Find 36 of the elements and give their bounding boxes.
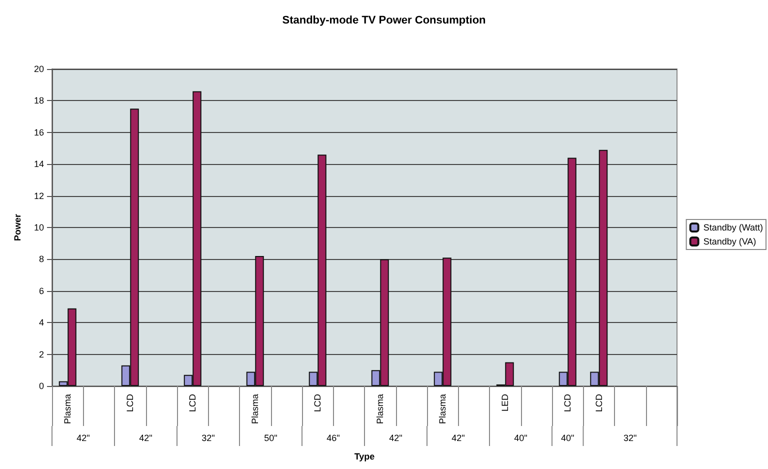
y-tick-label: 2 bbox=[38, 349, 44, 360]
legend-label: Standby (VA) bbox=[703, 236, 756, 246]
x-tick-label: LCD bbox=[312, 394, 323, 412]
x-tick-label: Plasma bbox=[438, 394, 448, 424]
x-tick-label: LCD bbox=[188, 394, 198, 412]
y-axis-title: Power bbox=[12, 214, 22, 242]
text: 40" bbox=[514, 433, 528, 443]
x-tick-label: LCD bbox=[594, 394, 604, 412]
y-tick-label: 0 bbox=[38, 381, 44, 391]
x-axis-title: Type bbox=[354, 452, 375, 462]
y-tick-label: 4 bbox=[38, 318, 44, 328]
x-tick-label: Plasma bbox=[375, 394, 386, 424]
y-tick-label: 12 bbox=[34, 190, 44, 201]
y-tick-label: 18 bbox=[34, 96, 44, 106]
text: 46" bbox=[326, 433, 340, 443]
text: 32" bbox=[202, 433, 215, 443]
text: 42" bbox=[389, 433, 402, 443]
text: 50" bbox=[264, 433, 278, 443]
chart-title: Standby-mode TV Power Consumption bbox=[282, 14, 486, 26]
y-tick-label: 6 bbox=[38, 286, 44, 296]
text: 42" bbox=[139, 433, 152, 443]
x-tick-label: LCD bbox=[562, 394, 573, 412]
y-tick-label: 8 bbox=[38, 254, 44, 264]
x-tick-label: LCD bbox=[125, 394, 136, 412]
y-tick-label: 10 bbox=[34, 222, 44, 232]
x-tick-label: Plasma bbox=[62, 394, 73, 424]
text: 42" bbox=[76, 433, 90, 443]
text: 32" bbox=[624, 433, 637, 443]
legend-label: Standby (Watt) bbox=[703, 222, 764, 232]
y-tick-label: 20 bbox=[34, 64, 44, 74]
text: 40" bbox=[561, 433, 574, 443]
x-tick-label: LED bbox=[500, 394, 510, 412]
y-tick-label: 14 bbox=[34, 159, 44, 170]
x-tick-label: Plasma bbox=[250, 394, 260, 424]
text: 42" bbox=[452, 433, 465, 443]
y-tick-label: 16 bbox=[34, 127, 44, 138]
